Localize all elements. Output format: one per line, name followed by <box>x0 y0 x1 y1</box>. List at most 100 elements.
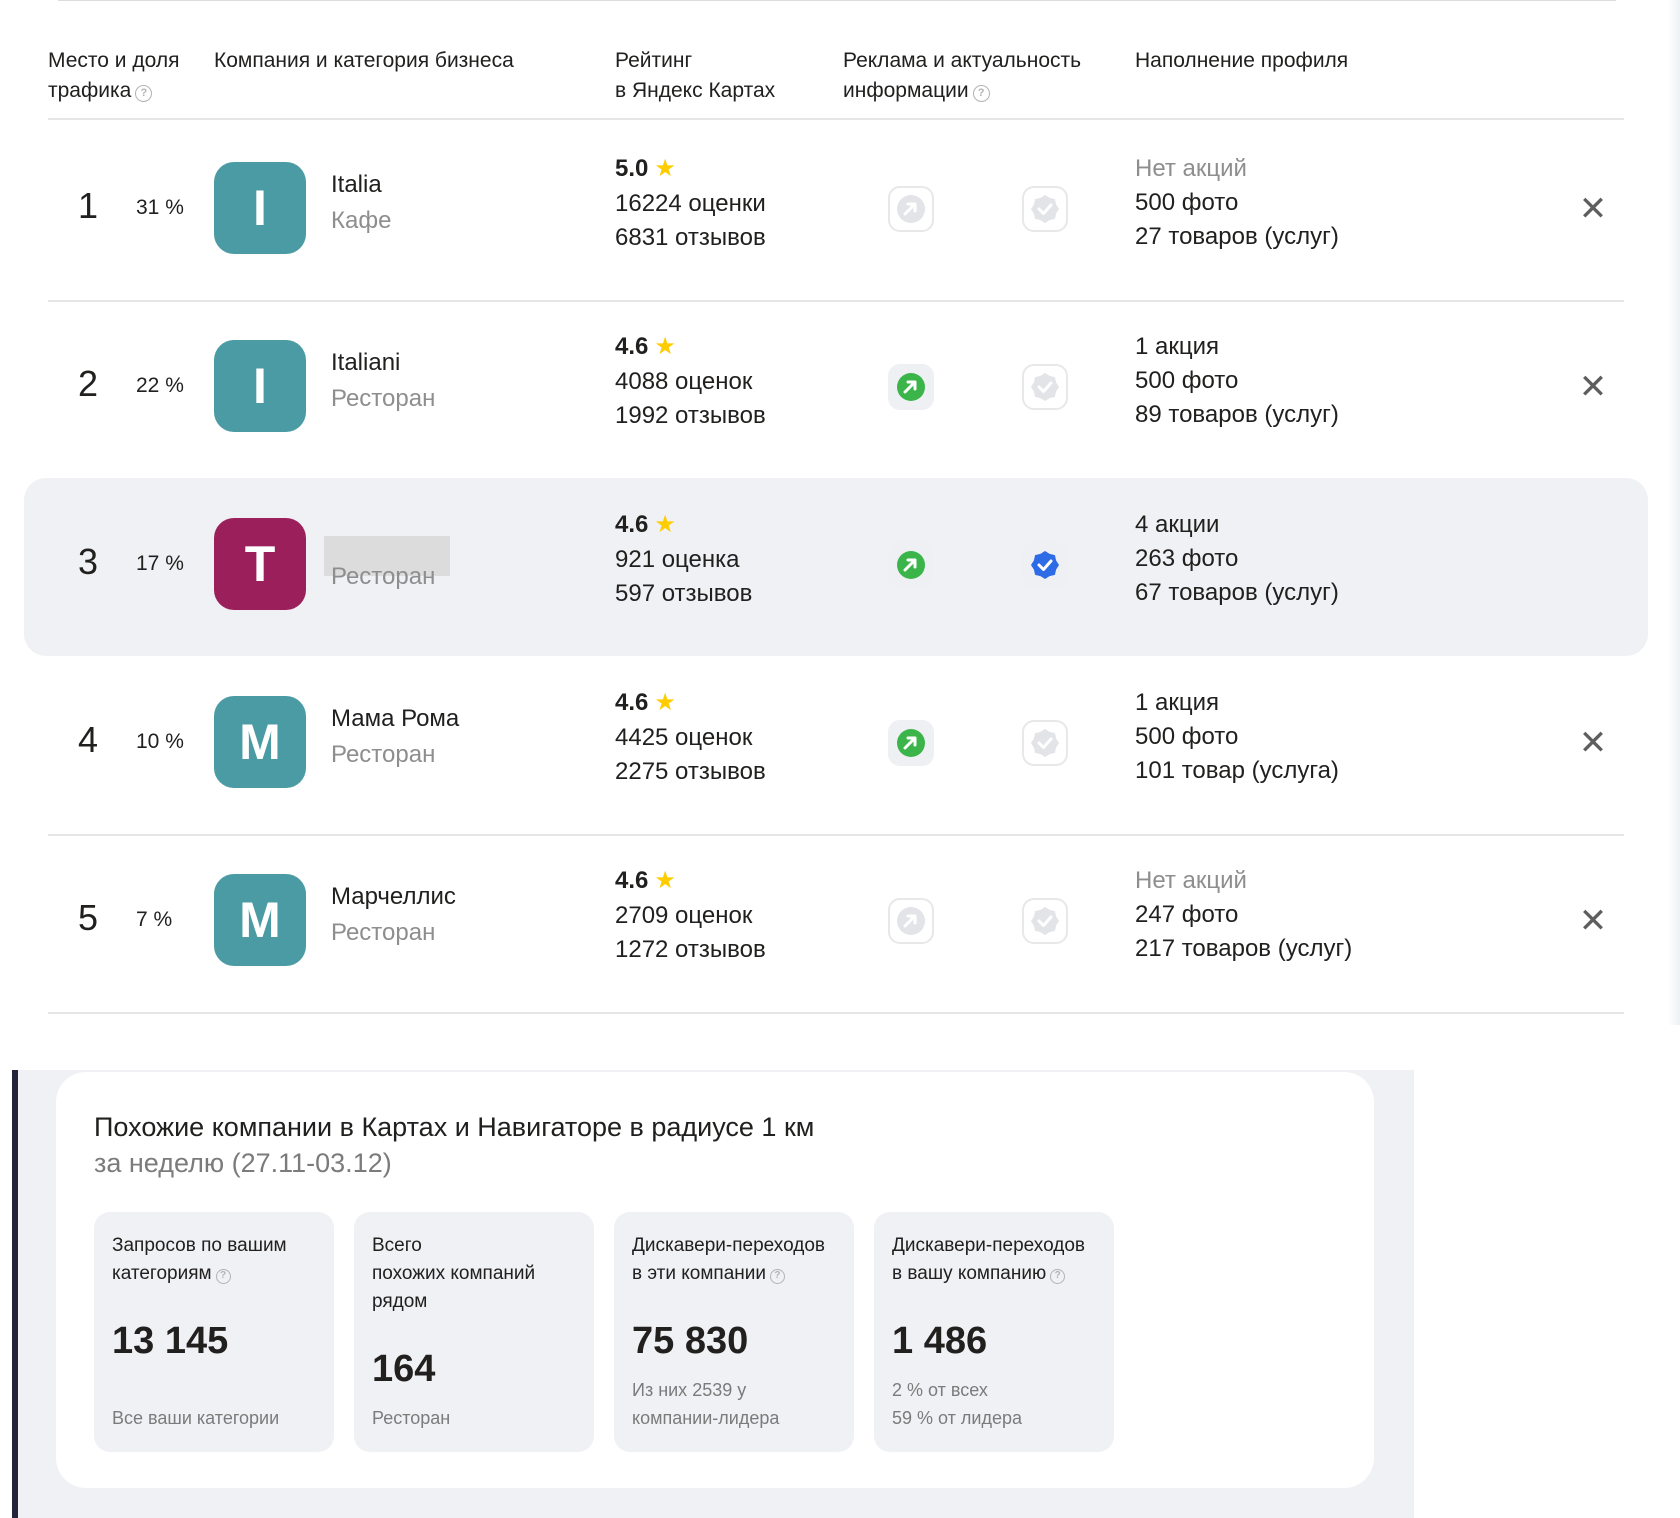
rating-value: 4.6 <box>615 689 649 716</box>
close-icon[interactable]: ✕ <box>1578 368 1608 406</box>
check-badge-icon[interactable] <box>1022 542 1068 588</box>
profile-fill: 1 акция 500 фото 101 товар (услуга) <box>1135 686 1339 788</box>
stat-label-line: похожих компаний <box>372 1263 536 1284</box>
company-avatar: T <box>214 518 306 610</box>
promos-count: Нет акций <box>1135 155 1247 182</box>
stat-label: Всего похожих компаний рядом <box>372 1232 584 1316</box>
stat-card: Запросов по вашим категориям? 13 145 Все ва… <box>94 1212 334 1452</box>
question-icon[interactable]: ? <box>135 85 153 102</box>
rating-value: 4.6 <box>615 333 649 360</box>
rating-value: 4.6 <box>615 867 649 894</box>
row-divider <box>48 834 1624 836</box>
table-row[interactable]: 3 17 % T Ресторан 4.6 ★ 921 оценка 597 отзывов 4… <box>24 478 1648 656</box>
stat-value: 75 830 <box>632 1320 749 1362</box>
company-name[interactable]: Мама Рома <box>331 705 460 732</box>
table-row[interactable]: 2 22 % I Italiani Ресторан 4.6 ★ 4088 оценок 199… <box>48 300 1624 478</box>
stat-label-line: Всего <box>372 1235 422 1256</box>
rating-line: 5.0 ★ <box>615 152 766 186</box>
traffic-share: 10 % <box>136 730 184 753</box>
rating-block: 4.6 ★ 4425 оценок 2275 отзывов <box>615 686 766 789</box>
ratings-count: 2709 оценок <box>615 902 753 929</box>
question-icon[interactable]: ? <box>215 1269 231 1284</box>
rank-number: 2 <box>78 363 99 404</box>
stat-label-line: рядом <box>372 1291 428 1312</box>
ratings-count: 4088 оценок <box>615 368 753 395</box>
table-row[interactable]: 5 7 % М Марчеллис Ресторан 4.6 ★ 2709 оценок 127… <box>48 834 1624 1012</box>
company-category: Ресторан <box>331 741 436 768</box>
ad-icon[interactable] <box>888 186 934 232</box>
goods-count: 89 товаров (услуг) <box>1135 401 1339 428</box>
reviews-count: 6831 отзывов <box>615 224 766 251</box>
stat-note: 59 % от лидера <box>892 1408 1022 1428</box>
stat-label-line: Дискавери-переходов <box>892 1235 1085 1256</box>
star-icon: ★ <box>654 689 676 716</box>
photos-count: 247 фото <box>1135 901 1239 928</box>
question-icon[interactable]: ? <box>769 1269 785 1284</box>
goods-count: 27 товаров (услуг) <box>1135 223 1339 250</box>
check-badge-icon[interactable] <box>1022 898 1068 944</box>
question-icon[interactable]: ? <box>972 85 990 102</box>
reviews-count: 597 отзывов <box>615 580 753 607</box>
stat-label: Дискавери-переходов в эти компании? <box>632 1232 844 1288</box>
stat-note: компании-лидера <box>632 1408 780 1428</box>
check-badge-icon[interactable] <box>1022 186 1068 232</box>
ratings-count: 4425 оценок <box>615 724 753 751</box>
close-icon[interactable]: ✕ <box>1578 190 1608 228</box>
rating-value: 5.0 <box>615 155 649 182</box>
rating-line: 4.6 ★ <box>615 330 766 364</box>
stat-value: 164 <box>372 1348 436 1390</box>
company-name[interactable]: Italia <box>331 171 382 198</box>
ratings-count: 16224 оценки <box>615 190 766 217</box>
stat-note: 2 % от всех <box>892 1380 988 1400</box>
promos-count: 1 акция <box>1135 333 1220 360</box>
company-name[interactable]: Italiani <box>331 349 401 376</box>
photos-count: 263 фото <box>1135 545 1239 572</box>
stat-card: Дискавери-переходов в вашу компанию? 1 486… <box>874 1212 1114 1452</box>
header-rank-share: Место и доля трафика? <box>48 49 180 102</box>
company-name[interactable]: Марчеллис <box>331 883 456 910</box>
reviews-count: 2275 отзывов <box>615 758 766 785</box>
ad-icon[interactable] <box>888 542 934 588</box>
company-avatar: М <box>214 696 306 788</box>
company-category: Кафе <box>331 207 392 234</box>
stat-value: 13 145 <box>112 1320 229 1362</box>
card-title: Похожие компании в Картах и Навигаторе в… <box>94 1112 815 1142</box>
photos-count: 500 фото <box>1135 189 1239 216</box>
star-icon: ★ <box>654 511 676 538</box>
stat-note: Все ваши категории <box>112 1408 280 1428</box>
profile-fill: Нет акций 247 фото 217 товаров (услуг) <box>1135 864 1352 966</box>
rating-line: 4.6 ★ <box>615 686 766 720</box>
profile-fill: 1 акция 500 фото 89 товаров (услуг) <box>1135 330 1339 432</box>
rating-line: 4.6 ★ <box>615 864 766 898</box>
rank-number: 3 <box>78 541 99 582</box>
ad-icon[interactable] <box>888 720 934 766</box>
close-icon[interactable]: ✕ <box>1578 724 1608 762</box>
card-period: за неделю (27.11-03.12) <box>94 1148 392 1178</box>
similar-companies-card: Похожие компании в Картах и Навигаторе в… <box>56 1072 1374 1488</box>
stat-note: Из них 2539 у <box>632 1380 747 1400</box>
check-badge-icon[interactable] <box>1022 720 1068 766</box>
table-row[interactable]: 4 10 % М Мама Рома Ресторан 4.6 ★ 4425 оценок 22… <box>48 656 1624 834</box>
question-icon[interactable]: ? <box>1050 1269 1066 1284</box>
promos-count: 4 акции <box>1135 511 1220 538</box>
rating-block: 5.0 ★ 16224 оценки 6831 отзывов <box>615 152 766 255</box>
company-avatar: I <box>214 162 306 254</box>
table-row[interactable]: 1 31 % I Italia Кафе 5.0 ★ 16224 оценки 6831 отз… <box>48 122 1624 300</box>
goods-count: 67 товаров (услуг) <box>1135 579 1339 606</box>
profile-fill: 4 акции 263 фото 67 товаров (услуг) <box>1135 508 1339 610</box>
company-name-redacted <box>324 536 450 576</box>
ad-icon[interactable] <box>888 364 934 410</box>
stat-label-line: в эти компании <box>632 1263 766 1284</box>
promos-count: 1 акция <box>1135 689 1220 716</box>
check-badge-icon[interactable] <box>1022 364 1068 410</box>
company-avatar: I <box>214 340 306 432</box>
rating-block: 4.6 ★ 921 оценка 597 отзывов <box>615 508 752 611</box>
stat-card: Всего похожих компаний рядом 164 Ресторан <box>354 1212 594 1452</box>
stat-label-line: в вашу компанию <box>892 1263 1047 1284</box>
stat-card: Дискавери-переходов в эти компании? 75 830… <box>614 1212 854 1452</box>
close-icon[interactable]: ✕ <box>1578 902 1608 940</box>
stat-note: Ресторан <box>372 1408 451 1428</box>
ad-icon[interactable] <box>888 898 934 944</box>
company-category: Ресторан <box>331 919 436 946</box>
star-icon: ★ <box>654 333 676 360</box>
